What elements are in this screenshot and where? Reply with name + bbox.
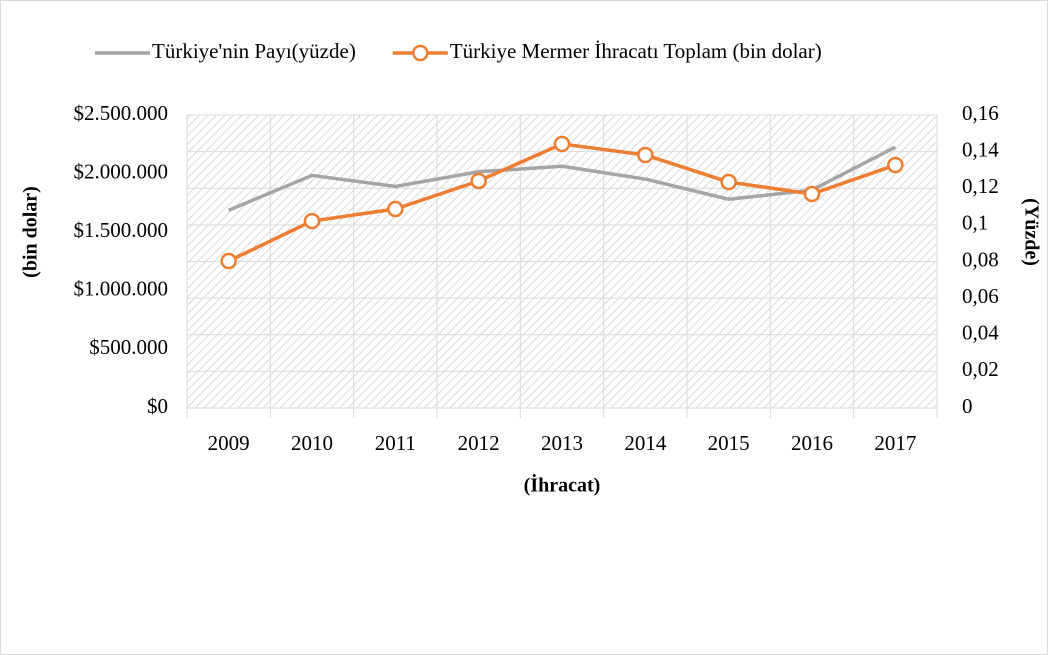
x-tick-label: 2011 (375, 431, 416, 455)
point (553, 135, 571, 153)
point (470, 172, 487, 190)
y2-tick-label: 0,12 (962, 174, 999, 198)
legend-label: Türkiye'nin Payı(yüzde) (152, 39, 356, 63)
x-tick-label: 2010 (291, 431, 333, 455)
x-tick-label: 2017 (874, 431, 916, 455)
y2-tick-label: 0,04 (962, 321, 999, 345)
point (887, 156, 904, 174)
y-tick-label: $0 (147, 394, 168, 418)
y-axis-title: (bin dolar) (20, 186, 42, 278)
point (303, 212, 321, 230)
x-tick-label: 2016 (791, 431, 833, 455)
y2-tick-label: 0,14 (962, 137, 999, 161)
y2-tick-label: 0,16 (962, 101, 999, 125)
x-axis-title: (İhracat) (524, 473, 601, 497)
legend-label: Türkiye Mermer İhracatı Toplam (bin dola… (450, 39, 822, 63)
point (720, 173, 737, 191)
y2-tick-label: 0,1 (962, 211, 988, 235)
x-tick-label: 2012 (458, 431, 500, 455)
y2-tick-label: 0,02 (962, 357, 999, 381)
y2-tick-label: 0 (962, 394, 973, 418)
y-tick-label: $500.000 (89, 335, 168, 359)
point (220, 252, 237, 270)
y-tick-label: $2.500.000 (74, 101, 169, 125)
y-tick-label: $1.000.000 (74, 277, 169, 301)
series-line (227, 145, 897, 212)
point (637, 146, 654, 164)
x-tick-label: 2014 (624, 431, 667, 455)
point (387, 200, 404, 218)
legend-marker (412, 44, 429, 62)
x-tick-label: 2015 (708, 431, 750, 455)
y-tick-label: $1.500.000 (74, 218, 169, 242)
point (803, 185, 821, 203)
y-tick-label: $2.000.000 (74, 159, 169, 183)
y2-axis-title: (Yüzde) (1020, 198, 1042, 266)
y2-tick-label: 0,06 (962, 284, 999, 308)
x-tick-label: 2009 (208, 431, 250, 455)
y2-tick-label: 0,08 (962, 247, 999, 271)
x-tick-label: 2013 (541, 431, 583, 455)
